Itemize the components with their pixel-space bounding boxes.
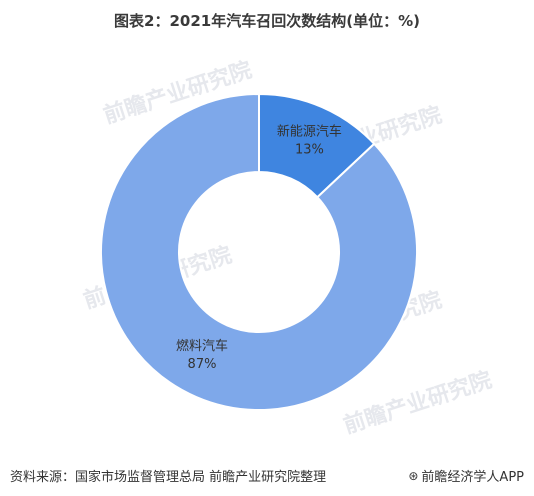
brand: ⊛ 前瞻经济学人APP <box>408 466 524 486</box>
slice-category-label: 燃料汽车 <box>176 338 228 354</box>
donut-slice-fuel <box>100 92 418 411</box>
brand-name: 前瞻经济学人APP <box>421 470 524 485</box>
donut-labels: 新能源汽车 13% 燃料汽车 87% <box>176 123 342 372</box>
qianzhan-logo-icon: ⊛ <box>408 468 419 483</box>
slice-value-label: 87% <box>188 357 217 372</box>
slice-category-label: 新能源汽车 <box>277 123 342 139</box>
source-note: 资料来源：国家市场监督管理总局 前瞻产业研究院整理 <box>10 470 327 485</box>
slice-value-label: 13% <box>295 142 324 157</box>
donut-segments <box>100 92 418 411</box>
footer: 资料来源：国家市场监督管理总局 前瞻产业研究院整理 ⊛ 前瞻经济学人APP <box>10 466 524 486</box>
chart-title: 图表2：2021年汽车召回次数结构(单位：%) <box>114 12 420 30</box>
